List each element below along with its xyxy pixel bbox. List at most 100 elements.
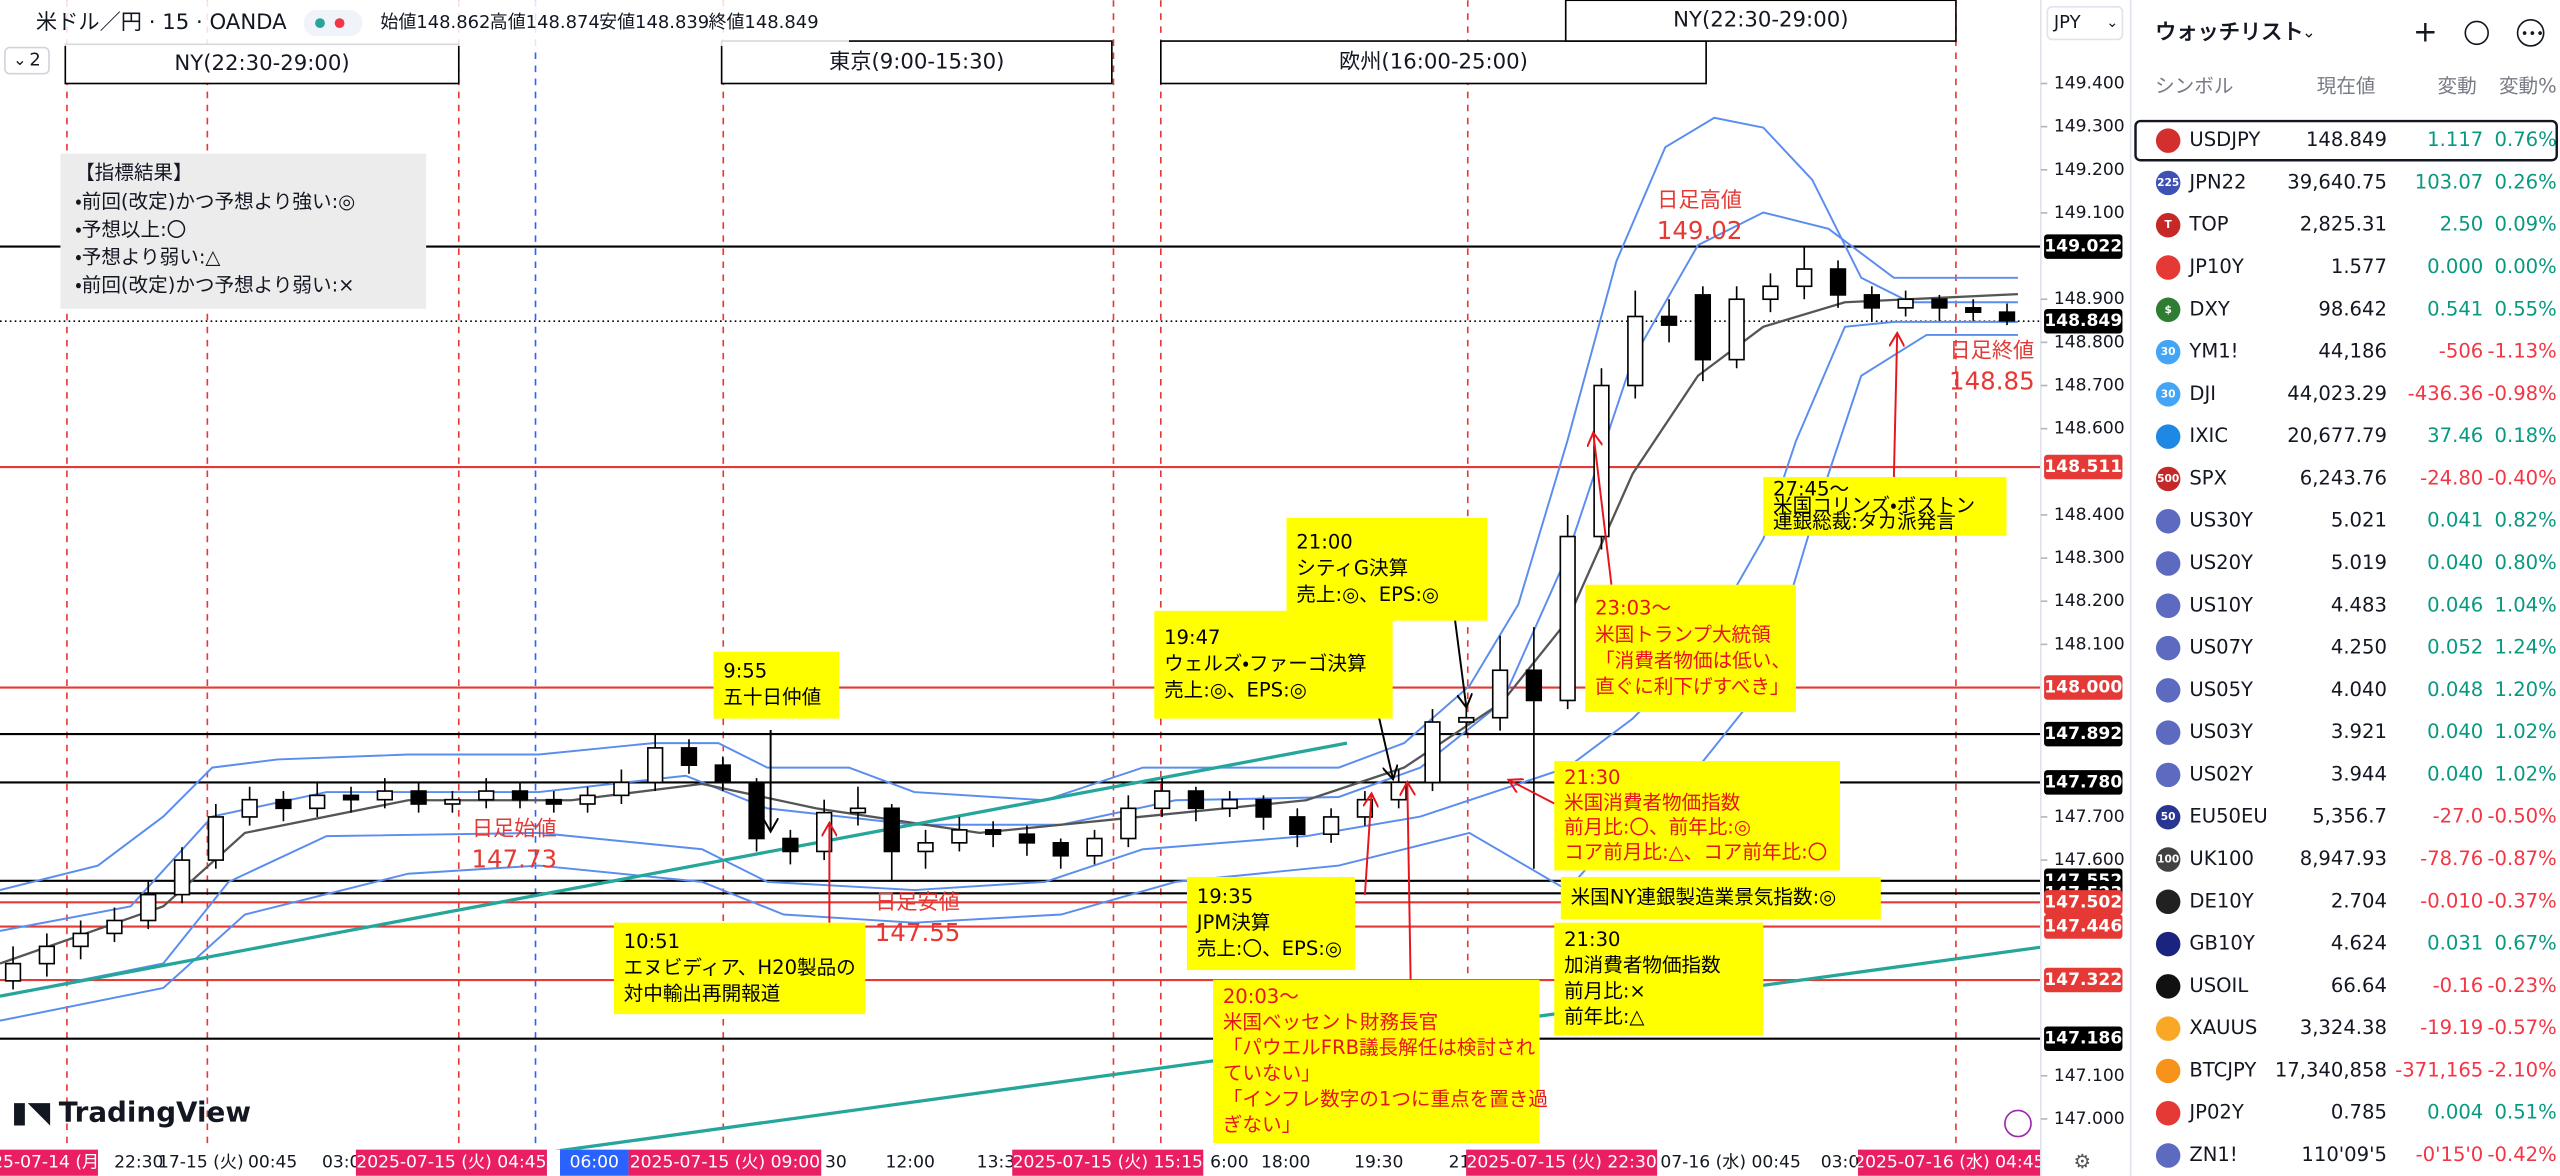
symbol[interactable]: DE10Y — [2189, 889, 2253, 912]
session-label: 東京(9:00-15:30) — [829, 49, 1004, 74]
symbol[interactable]: JPN22 — [2187, 170, 2246, 193]
symbol[interactable]: JP10Y — [2187, 255, 2243, 278]
level-label: 147.322 — [2044, 970, 2122, 990]
column-header: 現在値 — [2317, 74, 2376, 97]
symbol-icon-text: 225 — [2157, 176, 2179, 189]
price-label-value: 147.73 — [471, 845, 557, 874]
candle-body — [714, 764, 731, 784]
annotation-box — [1154, 610, 1393, 719]
assistant-button[interactable] — [2004, 1109, 2032, 1138]
annotation-text: 加消費者物価指数 — [1564, 954, 1721, 977]
price: 2.704 — [2331, 889, 2387, 912]
price: 6,243.76 — [2300, 466, 2387, 489]
symbol[interactable]: US10Y — [2189, 593, 2253, 616]
symbol[interactable]: US07Y — [2189, 636, 2253, 659]
pane-toggle-icon: ⌄ — [13, 50, 27, 69]
candle-body — [748, 781, 765, 840]
symbol[interactable]: BTCJPY — [2189, 1058, 2256, 1081]
pane-count[interactable]: 2 — [29, 50, 40, 71]
widget-icon[interactable] — [2464, 20, 2489, 46]
symbol[interactable]: US03Y — [2189, 720, 2253, 743]
symbol[interactable]: DJI — [2189, 382, 2216, 405]
candle-body — [444, 798, 461, 805]
candle-body — [1491, 669, 1509, 719]
price: 44,186 — [2318, 340, 2387, 363]
symbol-icon — [2155, 720, 2181, 745]
candle-body — [72, 932, 89, 948]
level-badge — [2044, 234, 2123, 259]
symbol[interactable]: XAUUS — [2189, 1016, 2257, 1039]
time-label: 03:0 — [322, 1153, 360, 1173]
symbol[interactable]: ZN1! — [2189, 1143, 2237, 1166]
symbol[interactable]: SPX — [2189, 466, 2227, 489]
annotation-text: 9:55 — [723, 660, 767, 683]
time-label: 00:45 — [248, 1153, 297, 1173]
annotation-text: ウェルズ・ファーゴ決算 — [1164, 652, 1366, 675]
symbol-icon-text: 50 — [2161, 810, 2176, 823]
level-label: 147.446 — [2044, 917, 2122, 937]
symbol[interactable]: UK100 — [2189, 847, 2254, 870]
candle-body — [140, 893, 157, 922]
more-dots: ••• — [2521, 27, 2544, 42]
time-label: 22:30 — [114, 1153, 163, 1173]
symbol-icon-text: T — [2165, 218, 2173, 231]
tick-label: 147.600 — [2054, 850, 2125, 870]
price: 148.849 — [2306, 128, 2387, 151]
candle-body — [1255, 798, 1272, 818]
symbol-icon — [2155, 212, 2181, 238]
time-label: 17-15 (火) — [158, 1153, 244, 1173]
candle-body — [1965, 307, 1982, 313]
symbol-icon — [2155, 1058, 2181, 1084]
session-label: NY(22:30-29:00) — [1673, 8, 1848, 33]
symbol[interactable]: GB10Y — [2189, 932, 2255, 955]
column-header: シンボル — [2155, 74, 2233, 97]
time-label: 19:30 — [1354, 1153, 1403, 1173]
ohlc: 高値148.874 — [490, 12, 600, 33]
symbol-icon — [2155, 508, 2181, 534]
tick-label: 148.300 — [2054, 548, 2125, 568]
symbol-icon — [2155, 551, 2181, 576]
change: 2.50 — [2440, 213, 2484, 236]
level-badge — [2044, 967, 2123, 993]
candle-body — [579, 794, 596, 805]
level-label: 149.022 — [2044, 237, 2122, 257]
price: 20,677.79 — [2287, 424, 2387, 447]
tick-label: 147.700 — [2054, 807, 2125, 827]
symbol[interactable]: JP02Y — [2187, 1101, 2243, 1124]
symbol[interactable]: US20Y — [2189, 551, 2253, 574]
symbol[interactable]: US30Y — [2189, 509, 2253, 532]
symbol[interactable]: DXY — [2189, 297, 2229, 320]
symbol[interactable]: US05Y — [2189, 678, 2253, 701]
annotation-text: 米国消費者物価指数 — [1564, 791, 1740, 814]
annotation-box — [1213, 979, 1540, 1144]
symbol[interactable]: YM1! — [2188, 340, 2238, 363]
level-badge — [2044, 1026, 2123, 1051]
annotation-text: エヌビディア、H20製品の — [624, 956, 856, 979]
currency[interactable]: JPY — [2053, 12, 2081, 33]
symbol[interactable]: EU50EU — [2189, 805, 2267, 828]
symbol[interactable]: TOP — [2188, 213, 2228, 236]
change-pct: -0.37% — [2487, 889, 2556, 912]
symbol[interactable]: IXIC — [2189, 424, 2228, 447]
watchlist-title[interactable]: ウォッチリスト — [2155, 20, 2304, 45]
candle-body — [1627, 315, 1644, 387]
candle-body — [342, 794, 360, 801]
candle-body — [1525, 669, 1543, 702]
level-badges: 149.022 148.849 148.511 148.000 147.892 147.7… — [2044, 234, 2123, 1051]
price: 17,340,858 — [2275, 1058, 2387, 1081]
legend: 【指標結果】 ・前回(改定)かつ予想より強い:◎ ・予想以上:〇 ・予想より弱い… — [60, 153, 427, 309]
settings-icon[interactable]: ⚙ — [2073, 1150, 2091, 1173]
price: 3.944 — [2331, 762, 2387, 785]
symbol-title[interactable]: 米ドル／円 · 15 · OANDA — [36, 10, 287, 35]
time-badge — [560, 1149, 629, 1176]
more-icon[interactable] — [2516, 19, 2545, 47]
add-symbol[interactable]: + — [2413, 14, 2438, 48]
tick-label: 148.200 — [2054, 591, 2125, 611]
symbol[interactable]: USDJPY — [2189, 128, 2260, 151]
symbol[interactable]: US02Y — [2189, 762, 2253, 785]
annotation-text: ぎない」 — [1223, 1113, 1301, 1136]
price: 0.785 — [2331, 1101, 2387, 1124]
symbol-icon — [2155, 931, 2181, 957]
symbol[interactable]: USOIL — [2189, 974, 2248, 997]
